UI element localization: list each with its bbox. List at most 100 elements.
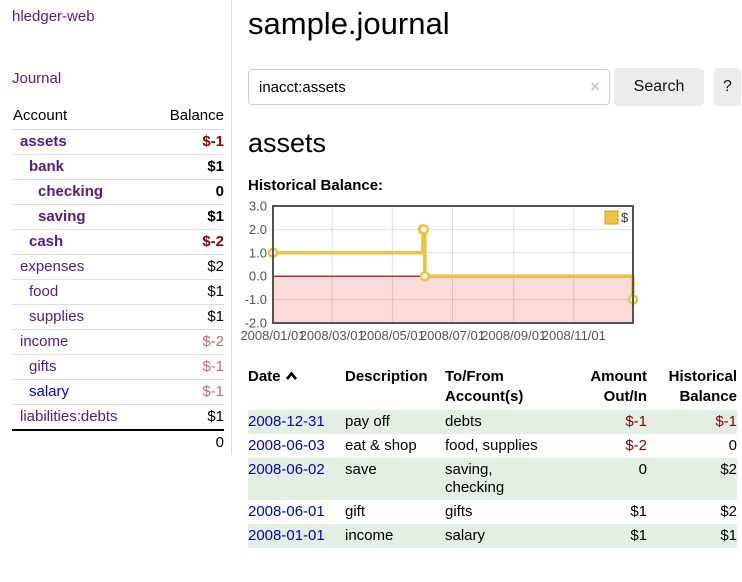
transaction-accounts: salary — [445, 527, 486, 544]
account-balance: $1 — [152, 279, 224, 305]
transaction-description: pay off — [345, 413, 390, 430]
balance-header: Balance — [169, 107, 224, 124]
account-link-liabilities-debts[interactable]: liabilities:debts — [20, 408, 118, 425]
register-table: Date Description To/From Account(s) Amou… — [248, 364, 737, 548]
register-row: 2008-06-02 save saving, checking 0 $2 — [248, 458, 737, 500]
register-row: 2008-06-01 gift gifts $1 $2 — [248, 500, 737, 524]
transaction-balance: $-1 — [715, 413, 737, 430]
sort-ascending-icon — [285, 367, 298, 387]
account-heading: assets — [248, 128, 327, 158]
account-row-income: income $-2 — [12, 329, 224, 355]
search-button[interactable]: Search — [614, 68, 704, 106]
register-header-description: Description — [345, 368, 428, 385]
register-header-accounts: To/From Account(s) — [445, 368, 524, 405]
account-row-cash: cash $-2 — [12, 229, 224, 255]
transaction-accounts: gifts — [445, 503, 473, 520]
account-balance: $-1 — [152, 129, 224, 155]
account-link-food[interactable]: food — [29, 283, 59, 300]
account-row-expenses: expenses $2 — [12, 254, 224, 280]
transaction-amount: $1 — [630, 503, 647, 520]
account-row-checking: checking 0 — [12, 179, 224, 205]
svg-text:2.0: 2.0 — [249, 222, 267, 237]
transaction-amount: $1 — [630, 527, 647, 544]
transaction-balance: 0 — [728, 437, 737, 454]
svg-text:-1.0: -1.0 — [245, 292, 267, 307]
register-header-amount: Amount Out/In — [590, 368, 647, 405]
accounts-total: 0 — [152, 429, 224, 455]
account-link-salary[interactable]: salary — [29, 383, 70, 400]
accounts-header: Account — [13, 107, 68, 124]
svg-text:2008/03/01: 2008/03/01 — [300, 328, 365, 343]
account-balance: $-1 — [152, 379, 224, 405]
transaction-date-link[interactable]: 2008-12-31 — [248, 413, 325, 430]
account-row-saving: saving $1 — [12, 204, 224, 230]
account-link-income[interactable]: income — [20, 333, 69, 350]
search-input[interactable] — [248, 69, 610, 105]
search-form: × Search ? — [248, 68, 742, 106]
transaction-amount: $-1 — [625, 413, 647, 430]
transaction-accounts: food, supplies — [445, 437, 538, 454]
main-content: sample.journal × Search ? assets Histori… — [232, 0, 742, 548]
account-link-assets[interactable]: assets — [20, 133, 67, 150]
register-header-date[interactable]: Date — [248, 364, 345, 410]
transaction-balance: $2 — [720, 503, 737, 520]
account-balance: $1 — [152, 154, 224, 180]
accounts-total-row: 0 — [12, 429, 224, 455]
svg-text:3.0: 3.0 — [249, 201, 267, 214]
page: hledger-web Journal Account Balance asse… — [0, 0, 742, 548]
register-row: 2008-12-31 pay off debts $-1 $-1 — [248, 410, 737, 434]
account-row-food: food $1 — [12, 279, 224, 305]
historical-balance-chart: 3.0 2.0 1.0 0.0 -1.0 -2.02008/01/012008/03/01… — [240, 201, 639, 343]
register-header-balance: Historical Balance — [668, 368, 737, 405]
account-balance: $-1 — [152, 354, 224, 380]
account-balance: $1 — [152, 204, 224, 230]
transaction-description: save — [345, 461, 377, 478]
account-row-gifts: gifts $-1 — [12, 354, 224, 380]
account-link-saving[interactable]: saving — [38, 208, 86, 225]
svg-text:0.0: 0.0 — [249, 269, 267, 284]
transaction-description: eat & shop — [345, 437, 417, 454]
account-balance: $1 — [152, 304, 224, 330]
help-button[interactable]: ? — [714, 68, 741, 106]
account-link-bank[interactable]: bank — [29, 158, 65, 175]
transaction-description: income — [345, 527, 394, 544]
svg-text:2008/09/01: 2008/09/01 — [481, 328, 546, 343]
transaction-accounts: saving, checking — [445, 461, 505, 496]
account-link-expenses[interactable]: expenses — [20, 258, 85, 275]
svg-text:2008/11/01: 2008/11/01 — [542, 328, 606, 343]
transaction-description: gift — [345, 503, 366, 520]
svg-text:-2.0: -2.0 — [245, 316, 267, 331]
journal-link[interactable]: Journal — [12, 70, 62, 87]
app-title-link[interactable]: hledger-web — [12, 8, 95, 25]
svg-text:2008/01/01: 2008/01/01 — [240, 328, 305, 343]
transaction-balance: $2 — [720, 461, 737, 478]
account-link-checking[interactable]: checking — [38, 183, 104, 200]
transaction-date-link[interactable]: 2008-06-03 — [248, 437, 325, 454]
transaction-date-link[interactable]: 2008-06-02 — [248, 461, 325, 478]
svg-text:$: $ — [621, 210, 629, 225]
sidebar: hledger-web Journal Account Balance asse… — [0, 0, 232, 455]
register-row: 2008-06-03 eat & shop food, supplies $-2… — [248, 434, 737, 458]
account-balance: $-2 — [152, 229, 224, 255]
transaction-date-link[interactable]: 2008-06-01 — [248, 503, 325, 520]
account-balance: $1 — [152, 404, 224, 430]
transaction-amount: 0 — [638, 461, 647, 478]
account-balance: $-2 — [152, 329, 224, 355]
account-row-supplies: supplies $1 — [12, 304, 224, 330]
account-link-cash[interactable]: cash — [29, 233, 64, 250]
register-row: 2008-01-01 income salary $1 $1 — [248, 524, 737, 548]
account-link-gifts[interactable]: gifts — [29, 358, 57, 375]
svg-text:2008/05/01: 2008/05/01 — [360, 328, 425, 343]
transaction-accounts: debts — [445, 413, 482, 430]
account-row-bank: bank $1 — [12, 154, 224, 180]
transaction-date-link[interactable]: 2008-01-01 — [248, 527, 325, 544]
account-balance: $2 — [152, 254, 224, 280]
account-row-salary: salary $-1 — [12, 379, 224, 405]
transaction-amount: $-2 — [625, 437, 647, 454]
account-row-liabilities-debts: liabilities:debts $1 — [12, 404, 224, 430]
account-link-supplies[interactable]: supplies — [29, 308, 85, 325]
chart-title: Historical Balance: — [248, 177, 384, 194]
account-row-assets: assets $-1 — [12, 129, 224, 155]
account-balance: 0 — [152, 179, 224, 205]
clear-search-icon[interactable]: × — [590, 77, 600, 96]
